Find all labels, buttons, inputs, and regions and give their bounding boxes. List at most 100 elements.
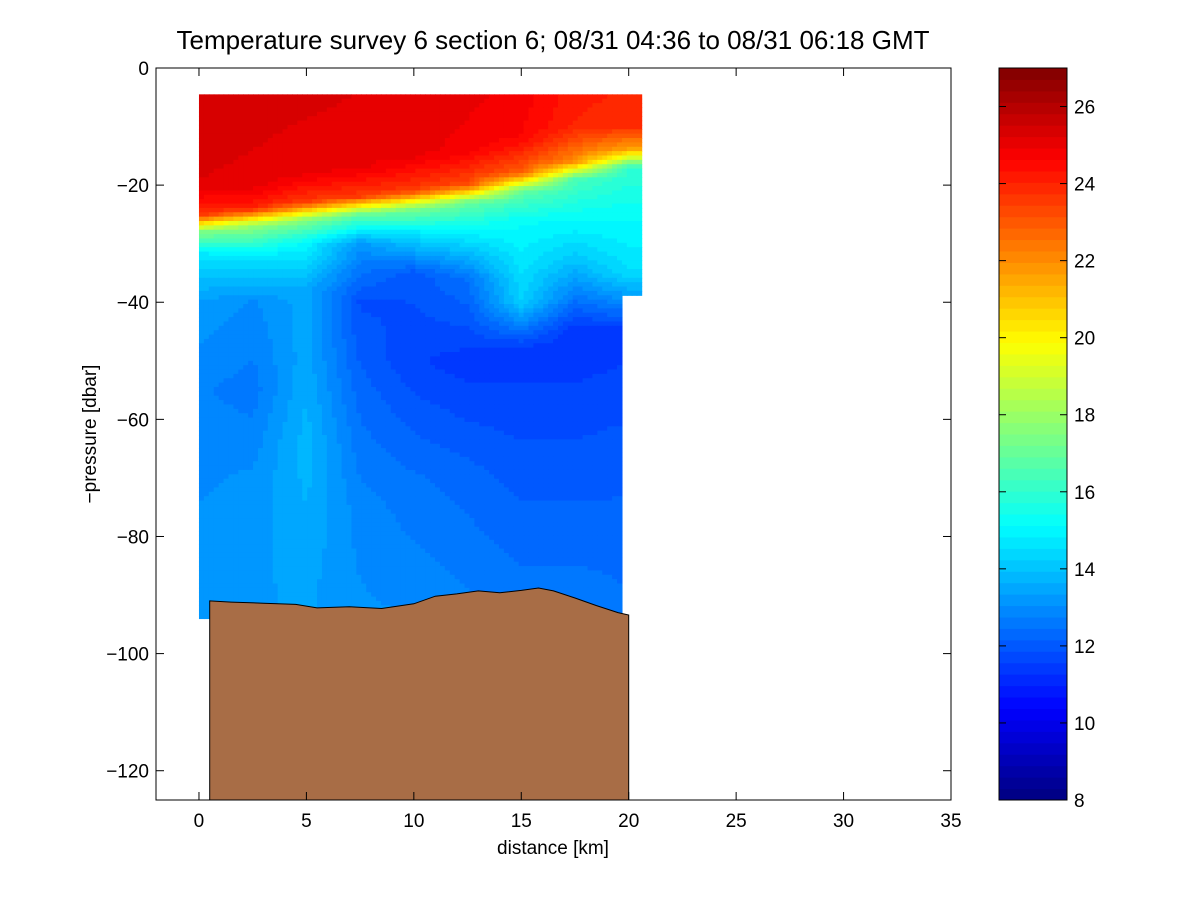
heatmap-cell	[498, 155, 505, 161]
heatmap-cell	[567, 203, 574, 209]
heatmap-cell	[597, 172, 603, 178]
heatmap-cell	[410, 181, 416, 187]
heatmap-cell	[410, 159, 416, 165]
heatmap-cell	[592, 111, 598, 117]
heatmap-cell	[612, 120, 618, 126]
heatmap-cell	[228, 229, 234, 235]
heatmap-cell	[538, 151, 544, 157]
heatmap-cell	[557, 330, 564, 336]
heatmap-cell	[449, 277, 456, 283]
heatmap-cell	[208, 295, 215, 301]
heatmap-cell	[592, 172, 598, 178]
heatmap-cell	[498, 207, 505, 213]
heatmap-cell	[326, 98, 333, 104]
heatmap-cell	[376, 229, 382, 235]
heatmap-cell	[248, 216, 254, 222]
heatmap-cell	[336, 299, 343, 305]
heatmap-cell	[528, 290, 534, 296]
heatmap-cell	[292, 151, 298, 157]
heatmap-cell	[400, 103, 407, 109]
heatmap-cell	[602, 116, 608, 122]
heatmap-cell	[548, 94, 554, 100]
heatmap-cell	[425, 107, 431, 113]
heatmap-cell	[223, 203, 230, 209]
heatmap-cell	[420, 203, 426, 209]
heatmap-cell	[449, 159, 456, 165]
heatmap-cell	[597, 203, 603, 209]
heatmap-cell	[435, 216, 441, 222]
heatmap-cell	[213, 282, 220, 288]
heatmap-cell	[449, 242, 456, 248]
heatmap-cell	[435, 221, 441, 226]
heatmap-cell	[528, 168, 534, 174]
heatmap-cell	[228, 242, 234, 248]
heatmap-cell	[253, 111, 259, 117]
heatmap-cell	[262, 273, 269, 279]
heatmap-cell	[602, 234, 608, 240]
heatmap-cell	[223, 164, 230, 170]
heatmap-cell	[297, 168, 303, 174]
heatmap-cell	[213, 334, 220, 340]
heatmap-cell	[331, 295, 338, 301]
heatmap-cell	[567, 194, 574, 200]
heatmap-cell	[390, 255, 397, 261]
heatmap-cell	[380, 234, 387, 240]
heatmap-cell	[248, 199, 254, 205]
heatmap-cell	[198, 186, 205, 192]
heatmap-cell	[444, 103, 451, 109]
heatmap-cell	[494, 334, 500, 340]
heatmap-cell	[312, 330, 318, 336]
heatmap-cell	[385, 133, 392, 139]
heatmap-cell	[567, 190, 574, 196]
heatmap-cell	[317, 321, 323, 327]
heatmap-cell	[253, 159, 259, 165]
heatmap-cell	[602, 172, 608, 178]
heatmap-cell	[626, 207, 633, 213]
heatmap-cell	[439, 317, 446, 323]
heatmap-cell	[607, 225, 613, 231]
heatmap-cell	[356, 225, 362, 231]
heatmap-cell	[444, 155, 451, 161]
heatmap-cell	[282, 212, 289, 218]
heatmap-cell	[474, 138, 480, 143]
heatmap-cell	[626, 186, 633, 192]
heatmap-cell	[267, 212, 274, 218]
heatmap-cell	[336, 164, 343, 170]
heatmap-cell	[198, 168, 205, 174]
heatmap-cell	[548, 142, 554, 148]
heatmap-cell	[494, 325, 500, 331]
heatmap-cell	[444, 159, 451, 165]
heatmap-cell	[282, 317, 289, 323]
heatmap-cell	[262, 199, 269, 205]
heatmap-cell	[528, 216, 534, 222]
heatmap-cell	[538, 199, 544, 205]
heatmap-cell	[267, 120, 274, 126]
heatmap-cell	[361, 269, 367, 275]
heatmap-cell	[503, 172, 510, 178]
heatmap-cell	[508, 325, 515, 331]
heatmap-cell	[631, 229, 638, 235]
heatmap-cell	[371, 177, 377, 183]
heatmap-cell	[317, 234, 323, 240]
heatmap-cell	[528, 255, 534, 261]
heatmap-cell	[621, 155, 628, 161]
heatmap-cell	[307, 334, 313, 340]
heatmap-cell	[292, 177, 298, 183]
heatmap-cell	[425, 221, 431, 226]
heatmap-cell	[302, 172, 308, 178]
heatmap-cell	[321, 164, 328, 170]
heatmap-cell	[228, 129, 234, 135]
heatmap-cell	[385, 168, 392, 174]
heatmap-cell	[198, 120, 205, 126]
heatmap-cell	[513, 186, 520, 192]
heatmap-cell	[602, 120, 608, 126]
heatmap-cell	[223, 269, 230, 275]
heatmap-cell	[439, 229, 446, 235]
heatmap-cell	[567, 107, 574, 113]
heatmap-cell	[592, 212, 598, 218]
heatmap-cell	[297, 221, 303, 226]
heatmap-cell	[331, 116, 338, 122]
heatmap-cell	[257, 142, 264, 148]
heatmap-cell	[326, 116, 333, 122]
heatmap-cell	[208, 94, 215, 100]
